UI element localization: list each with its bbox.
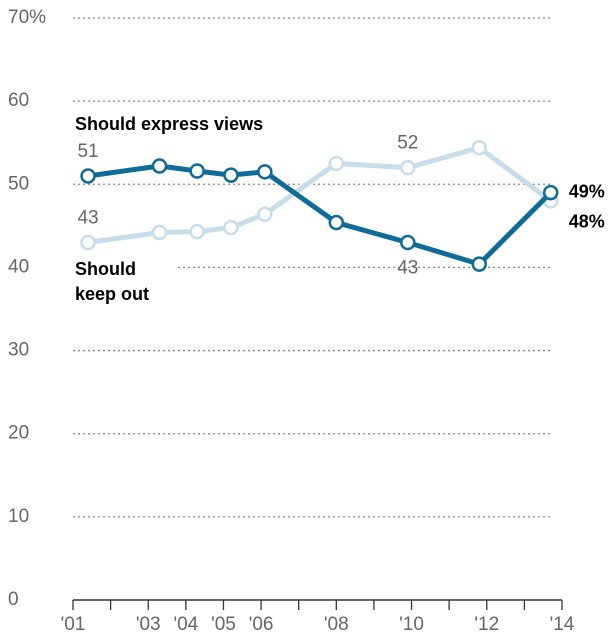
data-point — [80, 234, 96, 251]
data-label: 51 — [77, 141, 98, 162]
y-tick-label: 0 — [8, 589, 19, 610]
y-tick-label: 50 — [8, 173, 29, 194]
data-label: 43 — [77, 208, 98, 229]
data-point — [257, 206, 273, 222]
x-tick-label: '03 — [136, 614, 161, 635]
data-label: 49% — [569, 181, 605, 201]
x-tick-label: '01 — [61, 614, 86, 635]
y-tick-label: 60 — [8, 90, 29, 111]
x-tick-label: '10 — [399, 614, 424, 635]
data-point — [542, 184, 559, 201]
series-label: Should keep out — [75, 259, 149, 304]
label-backing — [72, 254, 178, 308]
data-label: 52 — [397, 133, 418, 154]
data-label: 48% — [569, 212, 605, 232]
y-tick-label: 70% — [8, 7, 46, 28]
data-point — [400, 159, 416, 176]
x-tick-label: '05 — [211, 614, 236, 635]
data-point — [151, 158, 168, 174]
data-point — [151, 224, 168, 241]
data-point — [223, 219, 239, 236]
data-point — [189, 163, 205, 179]
data-point — [80, 168, 96, 184]
data-point — [223, 167, 239, 183]
data-point — [328, 155, 345, 172]
data-point — [471, 256, 487, 272]
data-point — [400, 234, 416, 251]
x-tick-label: '08 — [324, 614, 349, 635]
y-tick-label: 10 — [8, 506, 29, 527]
x-tick-label: '04 — [173, 614, 198, 635]
y-tick-label: 30 — [8, 340, 29, 361]
x-tick-label: '12 — [474, 614, 499, 635]
data-point — [257, 164, 273, 180]
data-label: 43 — [397, 258, 418, 279]
x-tick-label: '14 — [550, 614, 575, 635]
series-label: Should express views — [75, 114, 263, 134]
y-tick-label: 20 — [8, 423, 29, 444]
data-point — [328, 214, 345, 231]
series-line — [87, 163, 553, 267]
x-tick-label: '06 — [249, 614, 274, 635]
data-point — [471, 139, 487, 156]
data-point — [189, 223, 205, 240]
y-tick-label: 40 — [8, 256, 29, 277]
